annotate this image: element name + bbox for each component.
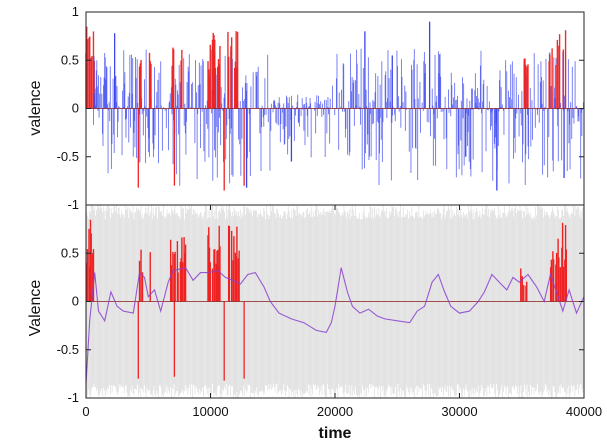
bottom-x-axis: 0 10000 20000 30000 40000: [82, 205, 602, 419]
y-tick-label: 1: [72, 4, 79, 19]
y-tick-label: 0: [72, 101, 79, 116]
bottom-panel: 0.5 0 -0.5 -1 0 10000 20000 30000 40000 Valence…: [27, 204, 602, 442]
y-tick-label: -0.5: [57, 149, 79, 164]
x-tick-label: 10000: [192, 404, 228, 419]
top-panel: 1 0.5 0 -0.5 -1 valence: [27, 4, 585, 212]
purple-valence-trace: [85, 267, 585, 384]
top-series-bars: [85, 21, 584, 191]
x-tick-label: 20000: [317, 404, 353, 419]
y-tick-label: -1: [67, 390, 79, 405]
y-tick-label: -0.5: [57, 342, 79, 357]
x-tick-label: 0: [82, 404, 89, 419]
y-tick-label: 0: [72, 294, 79, 309]
bottom-y-axis-label: Valence: [27, 280, 44, 337]
y-tick-label: 0.5: [61, 52, 79, 67]
top-y-axis: 1 0.5 0 -0.5 -1: [57, 4, 584, 212]
x-tick-label: 40000: [566, 404, 602, 419]
top-y-axis-label: valence: [27, 80, 44, 135]
bottom-red-bars: [86, 219, 568, 381]
bottom-y-axis: 0.5 0 -0.5 -1: [57, 245, 584, 405]
y-tick-label: 0.5: [61, 245, 79, 260]
y-tick-label: -1: [67, 197, 79, 212]
x-axis-label: time: [319, 425, 352, 442]
x-tick-label: 30000: [441, 404, 477, 419]
